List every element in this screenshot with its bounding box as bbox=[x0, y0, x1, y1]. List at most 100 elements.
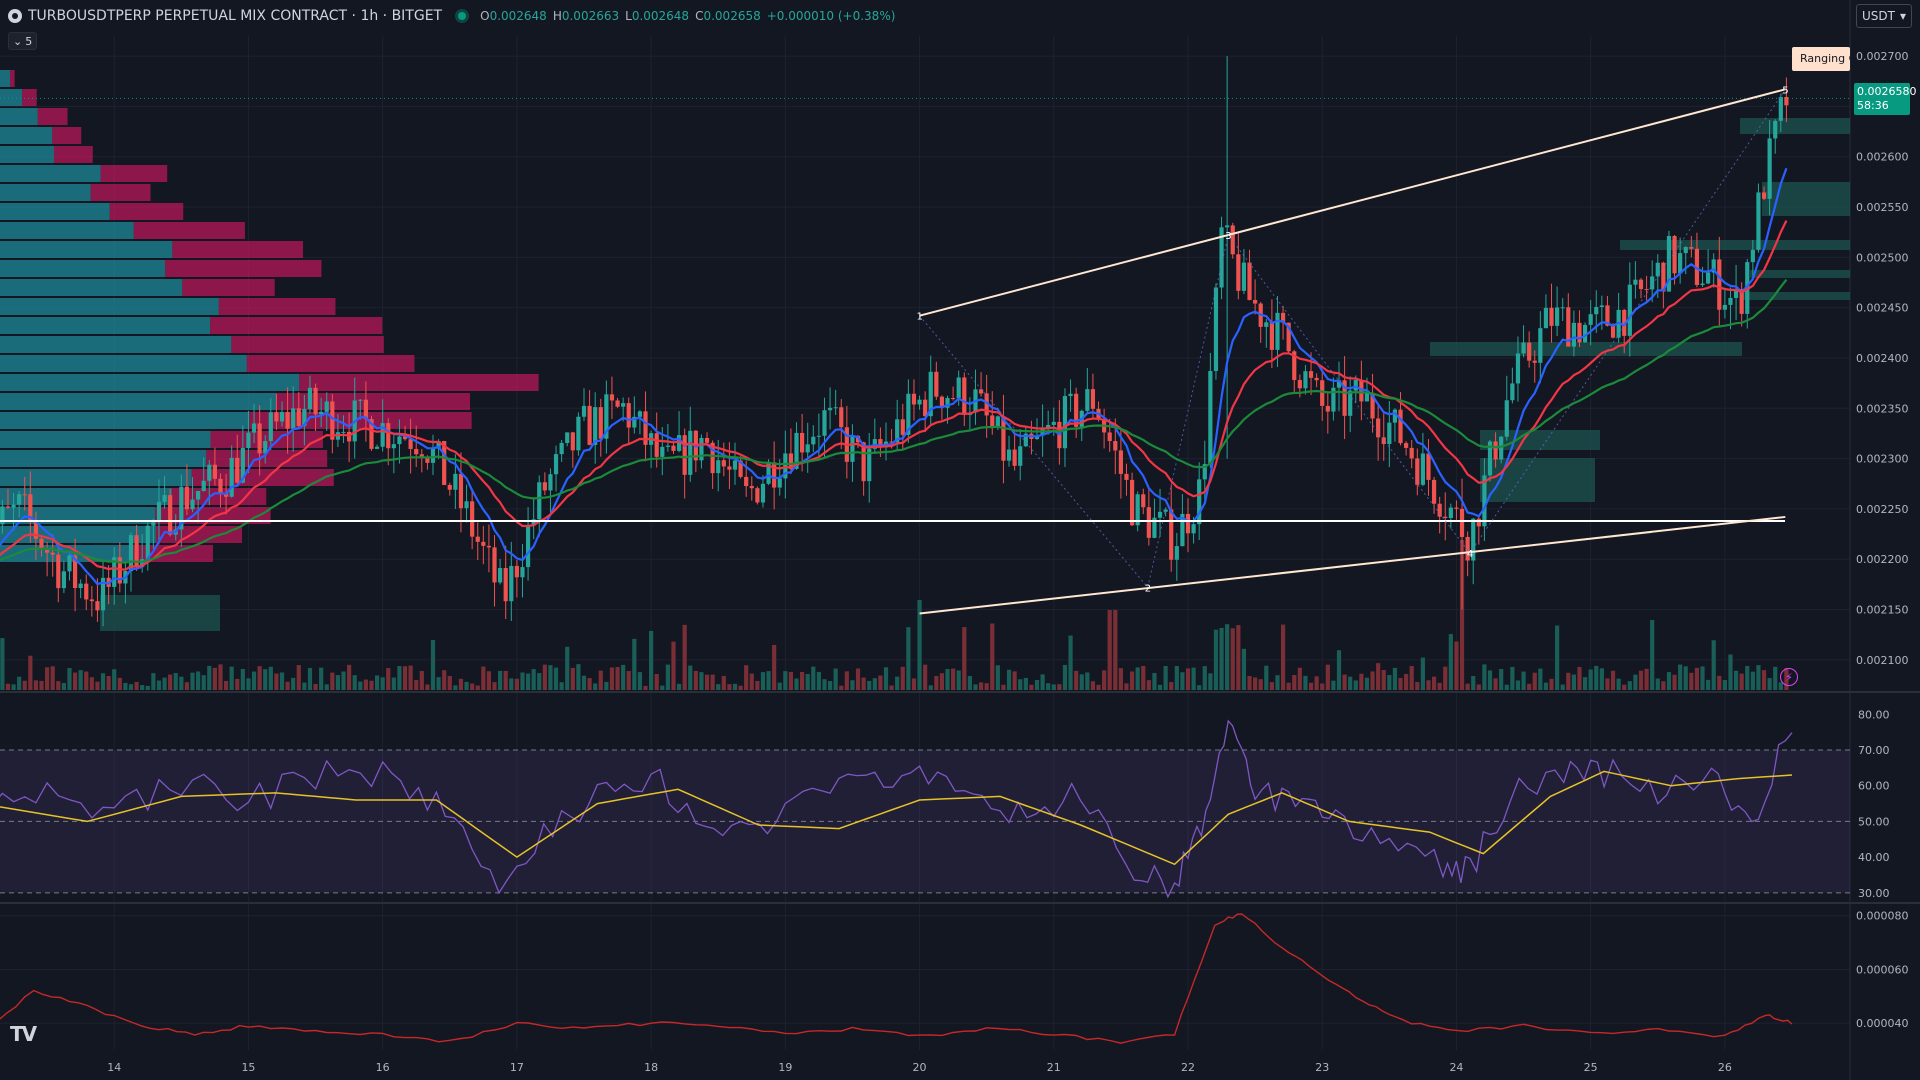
volume-bar bbox=[335, 675, 341, 690]
candle bbox=[347, 412, 352, 463]
candle bbox=[755, 486, 760, 505]
pattern-overlays: 1 2 3 4 5 bbox=[0, 85, 1850, 615]
volume-bar bbox=[682, 624, 687, 690]
volume-bar bbox=[1756, 665, 1761, 690]
candle bbox=[1493, 432, 1498, 468]
candle bbox=[162, 475, 167, 509]
volume-bar bbox=[1605, 678, 1610, 690]
candle bbox=[190, 477, 195, 513]
volume-bar bbox=[5, 683, 11, 690]
volume-bar bbox=[939, 673, 945, 690]
volume-bar bbox=[671, 641, 676, 690]
volume-bar bbox=[330, 672, 335, 690]
volume-bar bbox=[251, 671, 257, 690]
candle bbox=[39, 534, 44, 557]
wave-label: 1 bbox=[917, 312, 923, 323]
candle bbox=[827, 387, 833, 430]
volume-bar bbox=[1599, 668, 1604, 690]
time-axis-label: 22 bbox=[1181, 1061, 1195, 1074]
candle bbox=[458, 452, 464, 533]
candle bbox=[1230, 222, 1235, 259]
candle bbox=[883, 422, 889, 461]
volume-bar bbox=[945, 668, 950, 690]
volume-bar bbox=[112, 669, 117, 690]
volume-bar bbox=[917, 600, 922, 690]
candle bbox=[906, 379, 911, 443]
volume-profile-buy bbox=[0, 165, 101, 182]
volume-bar bbox=[1694, 667, 1700, 690]
volume-bar bbox=[503, 670, 508, 690]
volume-bar bbox=[1555, 625, 1560, 690]
volume-bar bbox=[570, 667, 575, 690]
candle bbox=[78, 579, 83, 599]
candle bbox=[1644, 275, 1649, 303]
candle bbox=[1085, 367, 1090, 413]
candle bbox=[1208, 352, 1213, 469]
volume-bar bbox=[649, 630, 654, 690]
symbol-title[interactable]: TURBOUSDTPERP PERPETUAL MIX CONTRACT · 1… bbox=[28, 8, 443, 24]
tradingview-logo-icon[interactable]: TV bbox=[10, 1022, 37, 1046]
symbol-icon bbox=[8, 9, 22, 23]
volume-bar bbox=[246, 678, 251, 690]
volume-bar bbox=[1728, 654, 1733, 690]
volume-bar bbox=[1420, 657, 1425, 690]
candle bbox=[112, 547, 117, 605]
candle bbox=[28, 471, 33, 543]
volume-bar bbox=[923, 664, 928, 690]
candle bbox=[67, 554, 72, 581]
volume-bar bbox=[402, 666, 408, 690]
volume-profile-buy bbox=[0, 146, 55, 163]
osc-axis-label: 0.000040 bbox=[1856, 1017, 1909, 1030]
volume-profile-buy bbox=[0, 412, 250, 429]
lightning-icon[interactable]: ⚡ bbox=[1780, 668, 1798, 686]
time-axis-label: 24 bbox=[1449, 1061, 1463, 1074]
volume-bar bbox=[291, 677, 296, 690]
candle bbox=[184, 464, 190, 516]
volume-bar bbox=[548, 665, 553, 690]
volume-bar bbox=[1213, 629, 1219, 690]
volume-bar bbox=[967, 676, 972, 690]
volume-bar bbox=[760, 672, 766, 690]
volume-bar bbox=[1018, 679, 1023, 690]
volume-bar bbox=[425, 684, 430, 690]
volume-bar bbox=[1320, 683, 1325, 690]
volume-bar bbox=[621, 664, 626, 690]
candle bbox=[587, 390, 592, 446]
candle bbox=[1431, 476, 1437, 514]
volume-profile bbox=[0, 70, 539, 562]
currency-label: USDT bbox=[1862, 9, 1895, 23]
volume-bar bbox=[900, 666, 905, 690]
volume-bar bbox=[962, 627, 967, 690]
currency-select[interactable]: USDT ▾ bbox=[1856, 4, 1912, 28]
candle bbox=[397, 419, 402, 464]
volume-bar bbox=[676, 683, 682, 690]
candle bbox=[1426, 439, 1431, 496]
candle bbox=[509, 541, 514, 622]
candle bbox=[1566, 293, 1571, 347]
volume-bar bbox=[1717, 675, 1722, 690]
volume-profile-buy bbox=[0, 317, 211, 334]
volume-bar bbox=[1012, 671, 1017, 690]
rsi-axis-label: 50.00 bbox=[1858, 815, 1890, 828]
volume-bar bbox=[498, 670, 503, 690]
volume-bar bbox=[1247, 675, 1252, 690]
candle bbox=[1415, 448, 1420, 496]
wave-label: 2 bbox=[1145, 583, 1151, 594]
osc-axis-label: 0.000080 bbox=[1856, 910, 1909, 923]
time-axis-label: 19 bbox=[778, 1061, 792, 1074]
wave-label: 5 bbox=[1782, 85, 1788, 96]
candle bbox=[408, 418, 413, 474]
volume-profile-buy bbox=[0, 279, 183, 296]
candle bbox=[1018, 429, 1023, 481]
volume-bar bbox=[274, 673, 279, 690]
volume-bar bbox=[839, 685, 844, 690]
collapse-indicators-button[interactable]: ⌄ 5 bbox=[8, 32, 38, 50]
rsi-axis-label: 30.00 bbox=[1858, 887, 1890, 900]
volume-bar bbox=[1174, 666, 1179, 690]
candle bbox=[923, 391, 928, 433]
volume-bar bbox=[67, 667, 72, 690]
last-price: 0.0026580 bbox=[1857, 85, 1917, 98]
volume-profile-sell bbox=[133, 222, 245, 239]
volume-bar bbox=[313, 683, 318, 690]
